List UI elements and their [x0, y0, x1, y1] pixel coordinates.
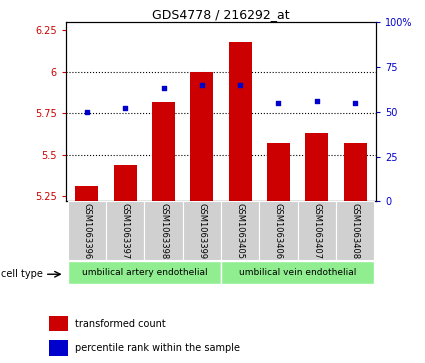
Bar [229, 42, 252, 201]
Point [275, 100, 282, 106]
Text: GSM1063406: GSM1063406 [274, 203, 283, 259]
Bar [68, 201, 106, 260]
Point [198, 82, 205, 87]
Point [122, 105, 129, 111]
Text: GSM1063396: GSM1063396 [82, 203, 91, 260]
Point [313, 98, 320, 104]
Point [84, 109, 91, 115]
Bar [336, 201, 374, 260]
Point [160, 85, 167, 91]
Text: GSM1063399: GSM1063399 [197, 203, 207, 259]
Title: GDS4778 / 216292_at: GDS4778 / 216292_at [152, 8, 290, 21]
Bar [221, 201, 259, 260]
Text: umbilical vein endothelial: umbilical vein endothelial [239, 268, 356, 277]
Bar [343, 143, 366, 201]
Bar [259, 201, 298, 260]
Bar [183, 201, 221, 260]
Text: umbilical artery endothelial: umbilical artery endothelial [82, 268, 207, 277]
Bar [49, 340, 68, 356]
Bar [305, 133, 328, 201]
Bar [152, 102, 175, 201]
Point [351, 100, 358, 106]
Bar [221, 261, 374, 284]
Text: GSM1063407: GSM1063407 [312, 203, 321, 259]
Bar [106, 201, 144, 260]
Bar [76, 187, 99, 201]
Bar [144, 201, 183, 260]
Text: GSM1063397: GSM1063397 [121, 203, 130, 260]
Point [237, 82, 244, 87]
Bar [68, 261, 221, 284]
Bar [298, 201, 336, 260]
Bar [267, 143, 290, 201]
Bar [49, 316, 68, 331]
Text: transformed count: transformed count [75, 318, 166, 329]
Text: GSM1063405: GSM1063405 [235, 203, 245, 259]
Bar [190, 72, 213, 201]
Text: percentile rank within the sample: percentile rank within the sample [75, 343, 240, 353]
Text: cell type: cell type [1, 269, 43, 279]
Text: GSM1063408: GSM1063408 [351, 203, 360, 259]
Bar [114, 165, 137, 201]
Text: GSM1063398: GSM1063398 [159, 203, 168, 260]
